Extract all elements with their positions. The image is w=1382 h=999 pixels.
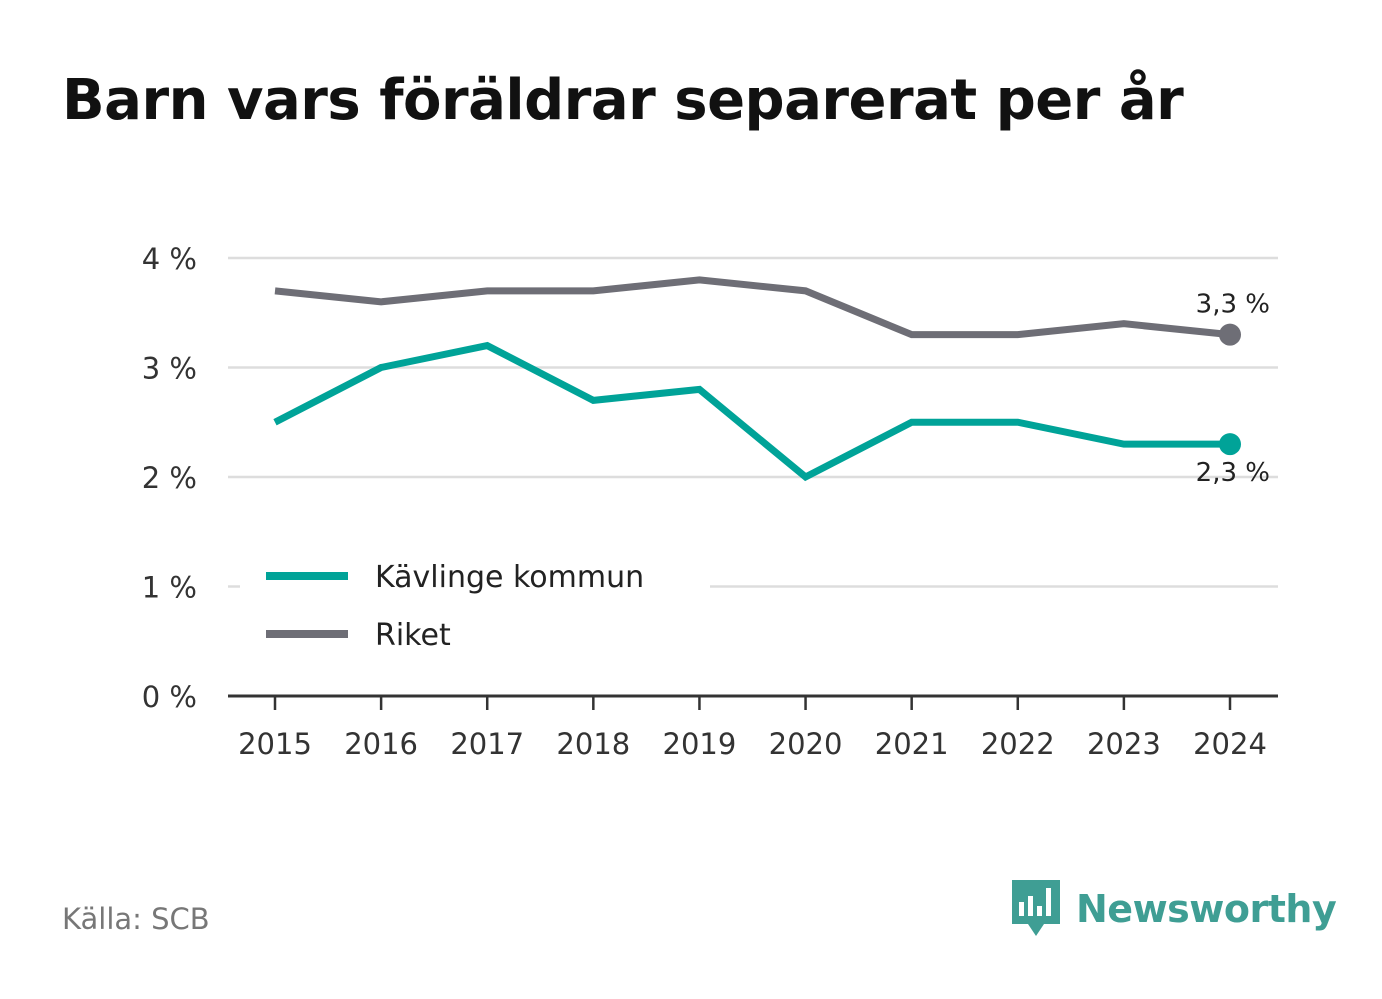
series-lines	[273, 276, 1241, 482]
brand-logo[interactable]: Newsworthy	[1010, 878, 1337, 940]
x-tick-label: 2018	[556, 727, 630, 761]
x-tick-label: 2024	[1193, 727, 1267, 761]
y-axis-ticks: 0 % 1 % 2 % 3 % 4 %	[142, 242, 197, 714]
legend: Kävlinge kommun Riket	[240, 548, 710, 660]
end-labels: 2,3 % 3,3 %	[1196, 290, 1270, 489]
x-axis: 2015 2016 2017 2018 2019 2020 2021 2022 2023 2024	[228, 694, 1278, 761]
series-line	[273, 341, 1230, 482]
end-point-marker	[1219, 433, 1241, 456]
x-tick-label: 2020	[769, 727, 843, 761]
brand-name: Newsworthy	[1076, 887, 1337, 931]
legend-background	[240, 548, 710, 660]
y-tick-label: 2 %	[142, 461, 197, 495]
x-tick-label: 2017	[450, 727, 524, 761]
legend-label: Riket	[375, 618, 451, 653]
legend-label: Kävlinge kommun	[375, 560, 644, 595]
gridlines	[228, 256, 1278, 588]
bar-chart-speech-bubble-icon	[1012, 880, 1060, 936]
y-tick-label: 4 %	[142, 242, 197, 276]
end-point-marker	[1219, 323, 1241, 346]
end-value-label: 3,3 %	[1196, 290, 1270, 320]
x-tick-label: 2021	[875, 727, 949, 761]
source-note: Källa: SCB	[62, 902, 210, 936]
y-tick-label: 0 %	[142, 680, 197, 714]
chart-title: Barn vars föräldrar separerat per år	[62, 68, 1184, 133]
x-tick-label: 2016	[344, 727, 418, 761]
x-tick-label: 2019	[663, 727, 737, 761]
x-tick-label: 2022	[981, 727, 1055, 761]
x-tick-label: 2023	[1087, 727, 1161, 761]
series-line	[274, 276, 1231, 339]
x-tick-label: 2015	[238, 727, 312, 761]
y-tick-label: 1 %	[142, 571, 197, 605]
end-value-label: 2,3 %	[1196, 458, 1270, 488]
y-tick-label: 3 %	[142, 352, 197, 386]
